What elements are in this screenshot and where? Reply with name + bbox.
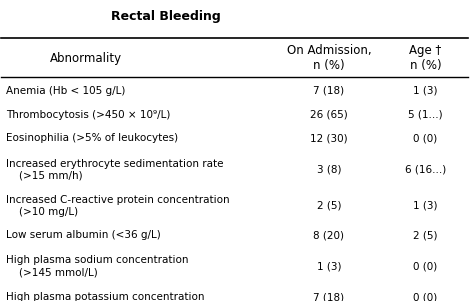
Text: 2 (5): 2 (5) [317,201,341,211]
Text: 3 (8): 3 (8) [317,164,341,174]
Text: 1 (3): 1 (3) [317,261,341,271]
Text: 7 (18): 7 (18) [313,85,345,96]
Text: Eosinophilia (>5% of leukocytes): Eosinophilia (>5% of leukocytes) [6,133,178,143]
Text: Increased C-reactive protein concentration
    (>10 mg/L): Increased C-reactive protein concentrati… [6,195,230,217]
Text: High plasma sodium concentration
    (>145 mmol/L): High plasma sodium concentration (>145 m… [6,256,189,277]
Text: 26 (65): 26 (65) [310,110,348,119]
Text: Thrombocytosis (>450 × 10⁹/L): Thrombocytosis (>450 × 10⁹/L) [6,110,171,119]
Text: On Admission,
n (%): On Admission, n (%) [287,44,371,72]
Text: 6 (16...): 6 (16...) [405,164,446,174]
Text: 0 (0): 0 (0) [413,292,438,301]
Text: 1 (3): 1 (3) [413,85,438,96]
Text: 0 (0): 0 (0) [413,261,438,271]
Text: High plasma potassium concentration: High plasma potassium concentration [6,292,205,301]
Text: Increased erythrocyte sedimentation rate
    (>15 mm/h): Increased erythrocyte sedimentation rate… [6,159,224,180]
Text: 1 (3): 1 (3) [413,201,438,211]
Text: 0 (0): 0 (0) [413,133,438,143]
Text: 2 (5): 2 (5) [413,230,438,240]
Text: 7 (18): 7 (18) [313,292,345,301]
Text: 12 (30): 12 (30) [310,133,348,143]
Text: 5 (1...): 5 (1...) [408,110,443,119]
Text: 8 (20): 8 (20) [313,230,345,240]
Text: Abnormality: Abnormality [50,52,122,65]
Text: Anemia (Hb < 105 g/L): Anemia (Hb < 105 g/L) [6,85,126,96]
Text: Rectal Bleeding: Rectal Bleeding [111,10,221,23]
Text: Low serum albumin (<36 g/L): Low serum albumin (<36 g/L) [6,230,161,240]
Text: Age †
n (%): Age † n (%) [410,44,442,72]
